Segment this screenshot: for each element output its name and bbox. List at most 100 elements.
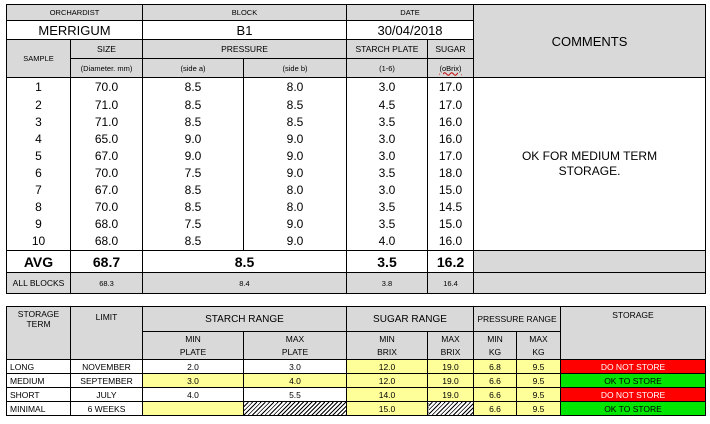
pressure-min-unit: KG xyxy=(473,345,517,360)
date-value: 30/04/2018 xyxy=(345,20,475,40)
sample-row: 9 68.0 7.5 9.0 3.5 15.0 xyxy=(6,215,706,233)
sample-row: 2 71.0 8.5 8.5 4.5 17.0 xyxy=(6,96,706,114)
sample-pressure-a: 9.0 xyxy=(142,130,244,148)
pressure-max-header: MAX xyxy=(515,331,562,346)
pressure-max: 9.5 xyxy=(515,401,562,416)
pressure-max: 9.5 xyxy=(515,387,562,402)
all-blocks-sugar: 16.4 xyxy=(426,272,475,294)
sample-sugar: 17.0 xyxy=(426,77,475,97)
sample-size: 65.0 xyxy=(70,130,143,148)
avg-starch: 3.5 xyxy=(346,250,428,273)
sample-pressure-a: 8.5 xyxy=(142,232,244,251)
storage-header: STORAGE xyxy=(560,306,707,360)
sample-starch: 3.0 xyxy=(346,77,428,97)
size-unit: (Diameter. mm) xyxy=(70,58,143,78)
date-header: DATE xyxy=(345,4,475,21)
starch-min-unit: PLATE xyxy=(142,345,244,360)
sample-sugar: 15.0 xyxy=(426,181,475,199)
sugar-max-header: MAX xyxy=(427,331,474,346)
sample-starch: 3.0 xyxy=(346,181,428,199)
storage-term-header: STORAGE TERM xyxy=(6,306,71,360)
storage-status-badge: OK TO STORE xyxy=(560,373,707,388)
sample-size: 68.0 xyxy=(70,232,143,251)
sample-number: 1 xyxy=(6,77,71,97)
sample-number: 6 xyxy=(6,164,71,182)
sample-pressure-a: 8.5 xyxy=(142,113,244,131)
starch-max: 4.0 xyxy=(243,373,347,388)
storage-guide-table: STORAGE TERM LIMIT STARCH RANGE SUGAR RA… xyxy=(6,306,707,416)
sample-starch: 3.0 xyxy=(346,147,428,165)
sample-pressure-a: 7.5 xyxy=(142,215,244,233)
starch-min: 2.0 xyxy=(142,359,244,374)
block-value: B1 xyxy=(142,20,347,40)
avg-label: AVG xyxy=(6,250,71,273)
sugar-max-unit: BRIX xyxy=(427,345,474,360)
sugar-header: SUGAR xyxy=(426,39,475,59)
sample-pressure-b: 9.0 xyxy=(243,215,347,233)
starch-unit: (1-6) xyxy=(346,58,428,78)
storage-status-badge: DO NOT STORE xyxy=(560,387,707,402)
sample-pressure-b: 9.0 xyxy=(243,147,347,165)
sample-row: 8 70.0 8.5 8.0 3.5 14.5 xyxy=(6,198,706,216)
sample-size: 70.0 xyxy=(70,77,143,97)
sample-sugar: 17.0 xyxy=(426,147,475,165)
sample-row: 4 65.0 9.0 9.0 3.0 16.0 xyxy=(6,130,706,148)
sample-size: 68.0 xyxy=(70,215,143,233)
starch-range-header: STARCH RANGE xyxy=(142,306,347,332)
sample-pressure-b: 8.0 xyxy=(243,198,347,216)
sample-pressure-a: 9.0 xyxy=(142,147,244,165)
storage-row: SHORT JULY 4.0 5.5 14.0 19.0 6.6 9.5 DO NOT STOR… xyxy=(6,387,707,402)
block-header: BLOCK xyxy=(142,4,347,21)
sample-size: 70.0 xyxy=(70,164,143,182)
sample-number: 5 xyxy=(6,147,71,165)
starch-max xyxy=(243,401,347,416)
sample-number: 4 xyxy=(6,130,71,148)
sample-number: 3 xyxy=(6,113,71,131)
sample-starch: 3.0 xyxy=(346,130,428,148)
storage-term: MEDIUM xyxy=(6,373,71,388)
sample-number: 7 xyxy=(6,181,71,199)
sugar-min: 12.0 xyxy=(346,373,428,388)
sample-sugar: 16.0 xyxy=(426,113,475,131)
storage-limit: NOVEMBER xyxy=(70,359,143,374)
avg-sugar: 16.2 xyxy=(426,250,475,273)
sugar-range-header: SUGAR RANGE xyxy=(346,306,474,332)
sample-size: 67.0 xyxy=(70,147,143,165)
comment-text: OK FOR MEDIUM TERM STORAGE. xyxy=(473,77,707,251)
sugar-unit: (oBrix) xyxy=(426,58,475,78)
pressure-min: 6.6 xyxy=(473,373,517,388)
sample-pressure-a: 8.5 xyxy=(142,77,244,97)
sample-pressure-b: 9.0 xyxy=(243,130,347,148)
starch-plate-header: STARCH PLATE xyxy=(346,39,428,59)
orchardist-value: MERRIGUM xyxy=(6,20,143,40)
all-blocks-comment-cell xyxy=(473,272,707,294)
sample-number: 2 xyxy=(6,96,71,114)
storage-row: MINIMAL 6 WEEKS 15.0 6.6 9.5 OK TO STORE xyxy=(6,401,707,416)
starch-max: 3.0 xyxy=(243,359,347,374)
sugar-max: 19.0 xyxy=(427,387,474,402)
pressure-side-a-header: (side a) xyxy=(142,58,244,78)
sample-row: 7 67.0 8.5 8.0 3.0 15.0 xyxy=(6,181,706,199)
sugar-min-unit: BRIX xyxy=(346,345,428,360)
starch-max-header: MAX xyxy=(243,331,347,346)
all-blocks-pressure: 8.4 xyxy=(142,272,347,294)
sample-sugar: 14.5 xyxy=(426,198,475,216)
sample-sugar: 16.0 xyxy=(426,130,475,148)
sample-starch: 3.5 xyxy=(346,215,428,233)
pressure-max-unit: KG xyxy=(515,345,562,360)
avg-size: 68.7 xyxy=(70,250,143,273)
sample-size: 71.0 xyxy=(70,113,143,131)
avg-comment-cell xyxy=(473,250,707,273)
storage-limit: 6 WEEKS xyxy=(70,401,143,416)
sugar-min-header: MIN xyxy=(346,331,428,346)
sugar-max: 19.0 xyxy=(427,373,474,388)
storage-term: MINIMAL xyxy=(6,401,71,416)
pressure-max: 9.5 xyxy=(515,359,562,374)
starch-min: 3.0 xyxy=(142,373,244,388)
storage-status-badge: OK TO STORE xyxy=(560,401,707,416)
all-blocks-size: 68.3 xyxy=(70,272,143,294)
sample-pressure-b: 8.5 xyxy=(243,113,347,131)
storage-limit: JULY xyxy=(70,387,143,402)
sample-header: SAMPLE xyxy=(6,39,71,78)
pressure-range-header: PRESSURE RANGE xyxy=(472,306,562,332)
